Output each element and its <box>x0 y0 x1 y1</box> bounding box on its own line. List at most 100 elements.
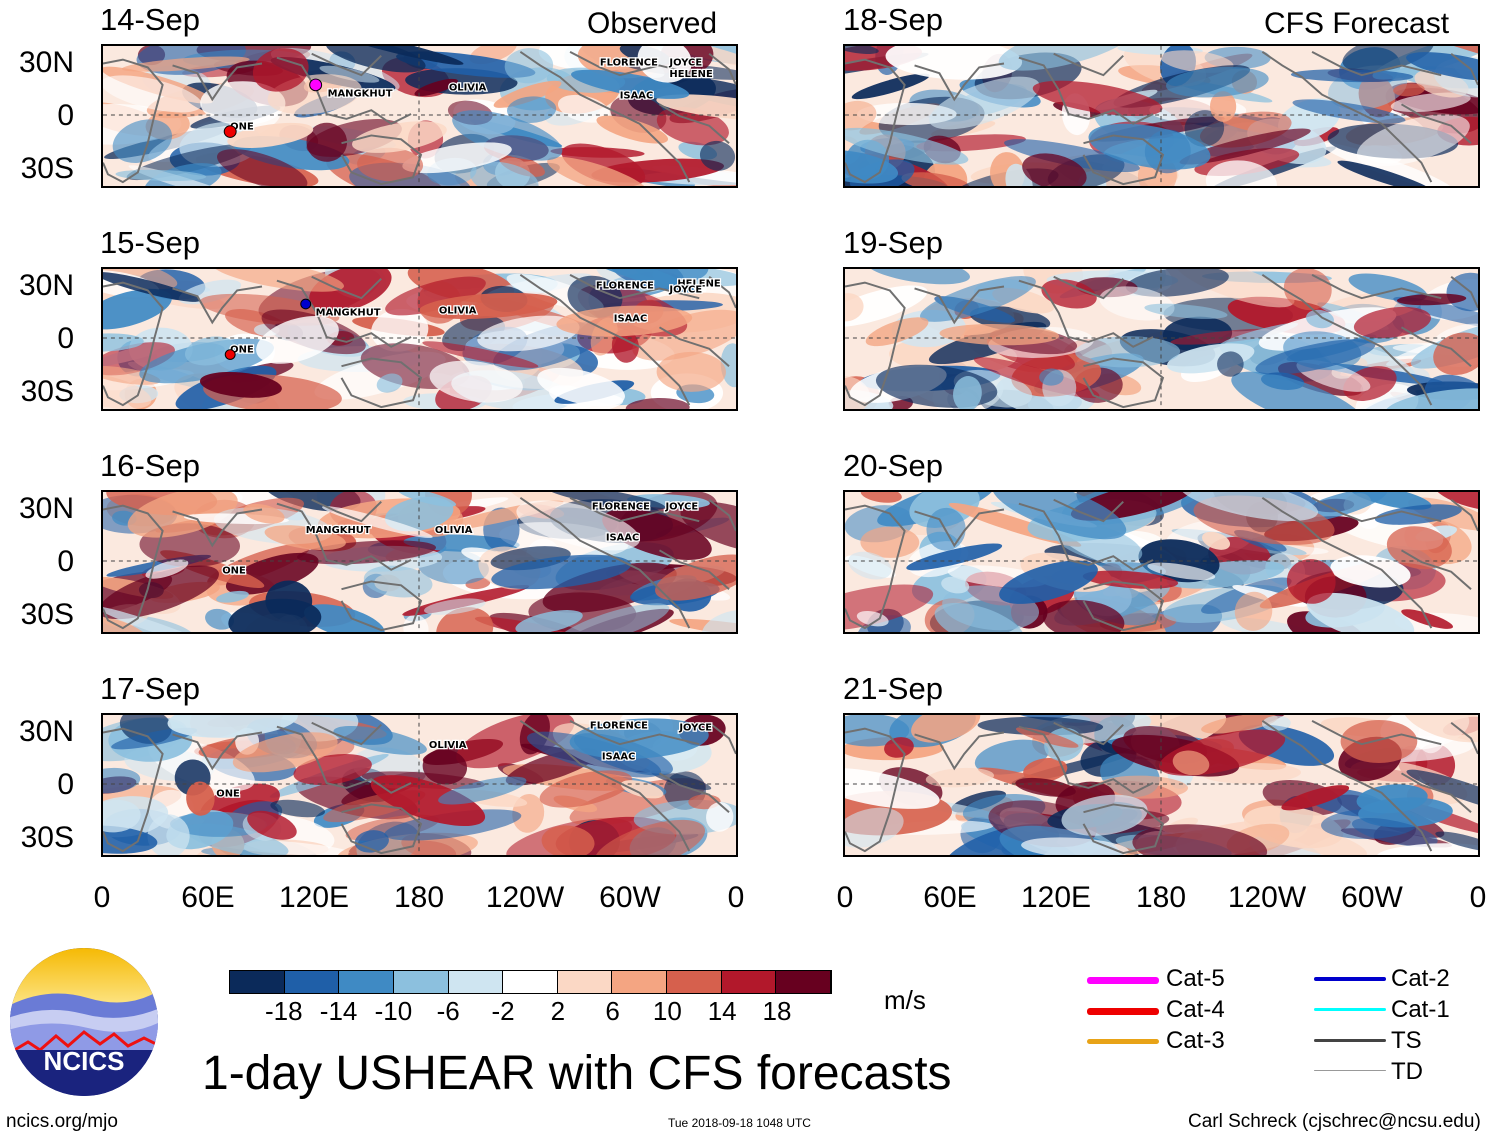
colorbar-swatch <box>339 971 394 993</box>
shear-field <box>103 269 736 409</box>
shear-field <box>845 715 1478 855</box>
colorbar-tick: -10 <box>374 996 413 1026</box>
coastlines <box>845 496 1478 632</box>
shear-field <box>845 46 1478 186</box>
storm-track-marker <box>309 78 323 92</box>
storm-label: JOYCE <box>668 284 702 295</box>
observed-map-panel: MANGKHUT OLIVIA FLORENCE JOYCE HELENE ISAAC ON… <box>101 44 738 188</box>
storm-label: JOYCE <box>664 502 698 513</box>
colorbar <box>229 970 832 994</box>
coastlines <box>845 273 1478 409</box>
colorbar-tick: -18 <box>265 996 303 1026</box>
ncics-logo: NCICS <box>10 948 158 1096</box>
panel-date: 18-Sep <box>843 2 943 37</box>
storm-label: FLORENCE <box>592 502 650 513</box>
forecast-map-panel <box>843 490 1480 634</box>
lat-tick: 30N <box>18 715 74 748</box>
legend-label: Cat-5 <box>1166 965 1225 992</box>
lon-tick: 180 <box>1135 881 1187 914</box>
colorbar-swatch <box>448 971 504 993</box>
panel-date: 21-Sep <box>843 671 943 706</box>
lat-tick: 30N <box>18 46 74 79</box>
lat-tick: 0 <box>57 99 74 132</box>
lon-tick: 120E <box>1020 881 1092 914</box>
forecast-map-panel <box>843 713 1480 857</box>
lon-tick: 60W <box>599 881 661 914</box>
panel-date: 14-Sep <box>100 2 200 37</box>
observed-map-panel: MANGKHUT OLIVIA FLORENCE JOYCE ISAAC ONE <box>101 490 738 634</box>
panel-date: 19-Sep <box>843 225 943 260</box>
colorbar-tick: 18 <box>762 996 792 1026</box>
storm-label: ONE <box>222 566 246 577</box>
shear-field <box>103 715 736 855</box>
map-svg <box>845 492 1478 632</box>
colorbar-swatch <box>667 971 722 993</box>
colorbar-tick: 10 <box>652 996 682 1026</box>
storm-label: JOYCE <box>678 723 712 734</box>
storm-label: ISAAC <box>602 752 636 763</box>
colorbar-units: m/s <box>884 985 926 1015</box>
coastlines <box>103 719 736 855</box>
colorbar-swatch <box>230 971 285 993</box>
panel-date: 20-Sep <box>843 448 943 483</box>
chart-title: 1-day USHEAR with CFS forecasts <box>202 1047 952 1100</box>
lon-tick: 60E <box>923 881 977 914</box>
map-svg <box>845 269 1478 409</box>
coastlines <box>103 50 736 186</box>
lat-tick: 0 <box>57 322 74 355</box>
storm-track-marker <box>224 349 236 360</box>
storm-label: MANGKHUT <box>306 525 371 536</box>
colorbar-tick: -6 <box>436 996 460 1026</box>
colorbar-tick: 2 <box>550 996 566 1026</box>
observed-map-panel: MANGKHUT OLIVIA FLORENCE HELENE JOYCE ISAAC ON… <box>101 267 738 411</box>
storm-label: OLIVIA <box>429 740 467 751</box>
coastlines <box>845 50 1478 186</box>
panel-date: 16-Sep <box>100 448 200 483</box>
legend-line-ts <box>1314 1039 1386 1042</box>
colorbar-swatch <box>776 971 832 993</box>
shear-field <box>845 492 1478 632</box>
forecast-map-panel <box>843 44 1480 188</box>
forecast-label: CFS Forecast <box>1264 7 1450 40</box>
storm-label: ONE <box>216 789 240 800</box>
lat-tick: 30S <box>20 152 74 185</box>
map-svg <box>845 46 1478 186</box>
footer-url[interactable]: ncics.org/mjo <box>6 1111 118 1132</box>
lat-tick: 0 <box>57 545 74 578</box>
storm-label: JOYCE <box>668 58 702 69</box>
lon-tick: 0 <box>93 881 111 914</box>
lon-tick: 60W <box>1341 881 1403 914</box>
storm-label: ISAAC <box>620 91 654 102</box>
colorbar-swatch <box>393 971 449 993</box>
storm-label: FLORENCE <box>596 281 654 292</box>
colorbar-swatch <box>612 971 668 993</box>
lat-tick: 30S <box>20 598 74 631</box>
legend-label: Cat-4 <box>1166 996 1225 1023</box>
legend-line-cat-2 <box>1314 977 1386 981</box>
panel-date: 17-Sep <box>100 671 200 706</box>
shear-field <box>845 269 1478 409</box>
legend-label: Cat-2 <box>1391 965 1450 992</box>
colorbar-tick: 6 <box>605 996 620 1026</box>
observed-label: Observed <box>587 7 718 40</box>
colorbar-tick: -14 <box>319 996 358 1026</box>
coastlines <box>103 496 736 632</box>
lat-tick: 30N <box>18 492 74 525</box>
lat-tick: 0 <box>57 768 74 801</box>
storm-track-marker <box>300 298 312 310</box>
storm-label: OLIVIA <box>449 83 487 94</box>
coastlines <box>103 273 736 409</box>
lon-tick: 120W <box>1227 881 1307 914</box>
colorbar-swatch <box>284 971 340 993</box>
storm-label: HELENE <box>677 279 720 290</box>
lon-tick: 0 <box>1469 881 1487 914</box>
observed-map-panel: OLIVIA FLORENCE JOYCE ISAAC ONE <box>101 713 738 857</box>
storm-track-marker <box>223 125 237 138</box>
colorbar-tick: 14 <box>707 996 737 1026</box>
legend-label: Cat-3 <box>1166 1027 1225 1054</box>
storm-label: OLIVIA <box>439 306 477 317</box>
map-svg: MANGKHUT OLIVIA FLORENCE JOYCE ISAAC ONE <box>103 492 736 632</box>
legend-line-td <box>1314 1070 1386 1071</box>
